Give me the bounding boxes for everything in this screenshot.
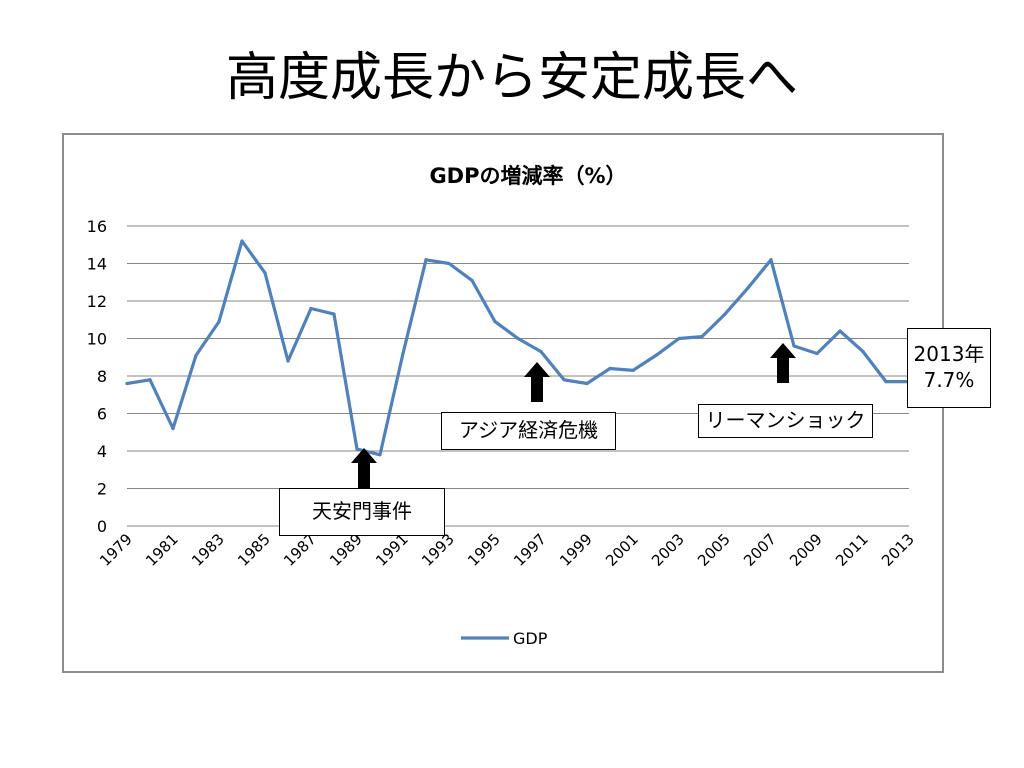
callout-tiananmen: 天安門事件 <box>279 488 445 536</box>
x-tick-label: 1981 <box>142 530 182 570</box>
data-point <box>470 278 474 282</box>
data-point <box>562 378 566 382</box>
y-tick-label: 12 <box>87 292 107 311</box>
data-point <box>861 350 865 354</box>
arrow-up-icon <box>351 448 377 488</box>
x-tick-label: 2003 <box>648 530 688 570</box>
data-point <box>884 380 888 384</box>
x-tick-label: 2009 <box>786 530 826 570</box>
data-point <box>493 320 497 324</box>
data-point <box>654 353 658 357</box>
data-point <box>700 335 704 339</box>
callout-lehman-shock: リーマンショック <box>698 404 873 438</box>
data-point <box>171 426 175 431</box>
data-point <box>424 258 428 262</box>
data-point <box>585 381 589 386</box>
data-point <box>401 351 405 356</box>
x-tick-label: 1991 <box>372 530 412 570</box>
y-tick-label: 8 <box>97 367 107 386</box>
y-tick-label: 0 <box>97 517 107 536</box>
x-tick-label: 1997 <box>510 530 550 570</box>
y-tick-label: 2 <box>97 480 107 499</box>
data-point <box>815 351 819 356</box>
x-tick-label: 1979 <box>96 530 136 570</box>
x-tick-label: 1987 <box>280 530 320 570</box>
y-tick-label: 14 <box>87 255 107 274</box>
data-point <box>769 258 773 262</box>
data-point <box>378 453 382 457</box>
data-point <box>608 366 612 371</box>
callout-2013-value: 2013年 7.7% <box>907 328 991 408</box>
data-point <box>539 350 543 354</box>
data-point <box>240 239 244 243</box>
slide-title: 高度成長から安定成長へ <box>225 48 798 108</box>
data-point <box>746 286 750 290</box>
callout-asian-financial-crisis: アジア経済危機 <box>441 412 616 450</box>
y-tick-label: 4 <box>97 442 107 461</box>
chart-frame: GDPの増減率（%） 0 2 4 6 8 10 12 14 16 1979 1981 1983 1985 1… <box>62 133 944 673</box>
x-tick-label: 2007 <box>740 530 780 570</box>
data-point <box>723 312 727 316</box>
data-point <box>332 312 336 316</box>
data-point <box>838 329 842 333</box>
x-tick-label: 1983 <box>188 530 228 570</box>
data-point <box>631 368 635 372</box>
x-tick-label: 1995 <box>464 530 504 570</box>
data-point <box>263 271 267 275</box>
data-point <box>516 336 520 341</box>
x-tick-label: 1999 <box>556 530 596 570</box>
y-tick-label: 16 <box>87 217 107 236</box>
x-tick-label: 1985 <box>234 530 274 570</box>
data-point <box>194 353 198 357</box>
chart-title: GDPの増減率（%） <box>429 164 626 188</box>
x-tick-label: 1993 <box>418 530 458 570</box>
legend-label: GDP <box>513 629 548 648</box>
x-tick-label: 1989 <box>326 530 366 570</box>
arrow-up-icon <box>770 343 796 383</box>
callout-2013-year: 2013年 <box>913 342 985 366</box>
data-point <box>309 306 313 311</box>
x-tick-label: 2005 <box>694 530 734 570</box>
data-point <box>355 447 359 451</box>
data-point <box>447 261 451 266</box>
y-tick-label: 6 <box>97 405 107 424</box>
data-point <box>125 381 129 386</box>
data-point <box>792 344 796 348</box>
y-tick-label: 10 <box>87 330 107 349</box>
x-tick-label: 2013 <box>878 530 918 570</box>
data-point <box>217 320 221 324</box>
data-point <box>286 359 290 363</box>
x-tick-label: 2011 <box>832 530 872 570</box>
callout-2013-rate: 7.7% <box>923 368 975 392</box>
data-point <box>148 378 152 382</box>
x-tick-label: 2001 <box>602 530 642 570</box>
data-point <box>677 336 681 341</box>
arrow-up-icon <box>524 362 550 402</box>
